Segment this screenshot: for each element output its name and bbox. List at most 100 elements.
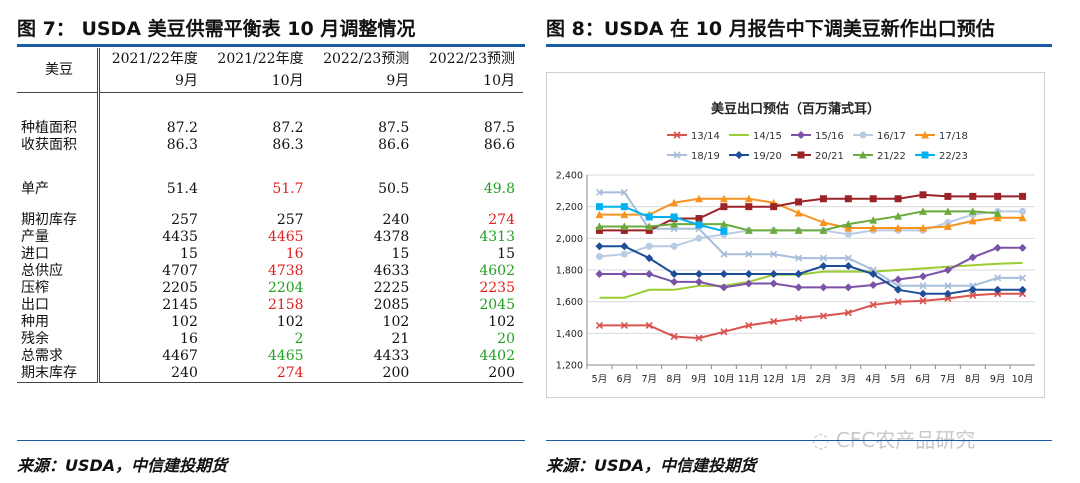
data-point	[819, 312, 828, 320]
table-cell: 4378	[373, 229, 410, 245]
table-subheader-row: 9月 10月 9月 10月	[17, 70, 523, 93]
data-point	[595, 188, 604, 196]
data-point	[944, 282, 952, 290]
table-cell: 2205	[162, 280, 198, 296]
data-point	[670, 332, 678, 341]
data-point	[620, 226, 628, 234]
table-cell: 4402	[479, 348, 515, 364]
table-cell: 274	[205, 365, 312, 383]
table-cell: 240	[382, 212, 410, 228]
legend-marker	[859, 151, 867, 159]
column-header: 2022/23预测	[323, 50, 410, 67]
x-tick-label: 10月	[713, 374, 735, 385]
table-cell: 87.2	[166, 120, 198, 136]
data-point	[844, 230, 852, 238]
table-row: 单产 51.4 51.7 50.5 49.8	[17, 181, 523, 198]
data-point	[844, 283, 853, 292]
data-point	[894, 285, 903, 294]
data-point	[919, 272, 927, 281]
data-point	[869, 301, 877, 309]
data-point	[745, 203, 753, 211]
data-point	[595, 321, 604, 329]
data-point	[919, 207, 927, 215]
data-point	[1018, 274, 1027, 282]
y-tick-label: 2,400	[556, 171, 583, 182]
data-point	[595, 269, 604, 278]
data-point	[794, 209, 803, 217]
data-point	[968, 216, 977, 225]
table-cell: 51.7	[272, 181, 304, 197]
data-point	[695, 334, 703, 342]
series-line	[599, 246, 1023, 289]
data-point	[869, 224, 878, 232]
data-point	[794, 314, 803, 322]
table-cell: 20	[497, 331, 515, 347]
data-point	[943, 266, 952, 274]
x-tick-label: 7月	[940, 374, 956, 385]
data-point	[795, 198, 803, 206]
table-cell: 49.8	[483, 181, 515, 197]
table-row: 总供应 4707 4738 4633 4602	[17, 263, 523, 280]
table-cell: 4467	[162, 348, 198, 364]
data-point	[844, 254, 852, 262]
data-point	[844, 224, 853, 232]
data-point	[770, 317, 778, 326]
data-point	[695, 221, 703, 229]
series-line	[599, 261, 1023, 299]
table-cell: 21	[391, 331, 410, 347]
data-point	[1019, 192, 1027, 200]
data-point	[770, 203, 778, 211]
column-header: 2022/23预测	[428, 50, 515, 67]
table-row: 产量 4435 4465 4378 4313	[17, 229, 523, 246]
table-row: 收获面积 86.3 86.3 86.6 86.6	[17, 137, 523, 154]
data-point	[670, 220, 679, 228]
table-cell: 16	[180, 331, 198, 347]
data-point	[595, 253, 603, 261]
table-cell: 16	[285, 246, 304, 262]
table-cell: 4313	[479, 229, 515, 245]
data-point	[943, 207, 952, 215]
table-row: 期末库存 240 274 200 200	[17, 365, 523, 383]
data-point	[944, 192, 952, 200]
legend-marker	[797, 151, 805, 159]
x-tick-label: 7月	[641, 374, 657, 385]
x-tick-label: 2月	[816, 374, 832, 385]
data-point	[894, 298, 902, 306]
data-point	[670, 269, 679, 278]
table-cell: 15	[180, 246, 198, 262]
y-tick-label: 1,800	[556, 266, 583, 277]
data-point	[769, 279, 778, 288]
data-point	[869, 195, 877, 203]
x-tick-label: 9月	[691, 374, 707, 385]
column-header: 2021/22年度	[111, 50, 198, 67]
left-title-rule	[17, 44, 525, 47]
legend-label: 16/17	[877, 131, 906, 142]
legend-label: 21/22	[877, 151, 906, 162]
data-point	[745, 321, 753, 329]
right-title-rule	[546, 44, 1052, 47]
x-tick-label: 8月	[965, 374, 981, 385]
table-cell: 2085	[373, 297, 410, 313]
table-cell: 102	[382, 314, 410, 330]
y-tick-label: 2,000	[556, 234, 583, 245]
data-point	[719, 194, 728, 203]
table-header-row: 美豆 2021/22年度 2021/22年度 2022/23预测 2022/23预测	[17, 48, 523, 93]
table-cell: 102	[488, 314, 515, 330]
data-point	[993, 285, 1002, 294]
table-row: 压榨 2205 2204 2225 2235	[17, 280, 523, 297]
balance-table: 美豆 2021/22年度 2021/22年度 2022/23预测 2022/23预测 9月…	[17, 48, 523, 383]
table-cell: 87.5	[378, 120, 410, 136]
legend-label: 19/20	[753, 151, 782, 162]
x-tick-label: 5月	[890, 374, 906, 385]
export-estimate-chart: 美豆出口预估（百万蒲式耳） 13/14 14/15 15/16 16/17 17/18 18…	[556, 101, 1035, 385]
spacer-row	[17, 92, 523, 120]
table-cell: 87.5	[483, 120, 515, 136]
y-tick-label: 1,200	[556, 361, 583, 372]
table-cell: 4707	[162, 263, 198, 279]
table-cell: 2045	[479, 297, 515, 313]
row-label: 种用	[17, 314, 100, 331]
row-label: 期初库存	[17, 212, 100, 229]
data-point	[770, 250, 778, 258]
row-label: 压榨	[17, 280, 100, 297]
data-point	[620, 203, 628, 211]
